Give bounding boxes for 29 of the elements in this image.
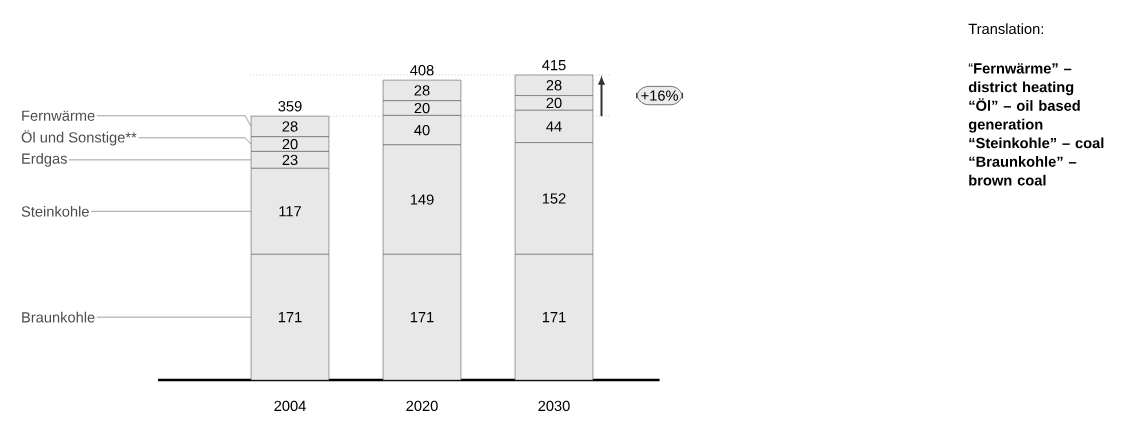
data-label: 28 [414,85,430,96]
text: Fernwärme [22,110,95,121]
data-label: 171 [542,312,566,323]
data-label: 152 [542,193,566,204]
x-tick-label: 2030 [538,400,570,412]
text: Steinkohle [21,205,89,217]
data-label: 20 [546,97,562,109]
data-label: 23 [282,154,298,166]
data-label: 20 [414,102,430,114]
data-label: 40 [414,124,430,136]
data-label: 28 [546,80,562,91]
text: +16% [641,90,679,101]
text: Translation: [968,23,1043,35]
text: Erdgas [22,153,67,167]
data-label: 117 [279,206,301,217]
text: “Fernwärme” – district heating “Öl” – oil based generation “Steinkohle” – coal “Braunkohle” – brown coal [968,63,1104,186]
data-label: 20 [282,138,298,150]
data-label: 171 [278,312,302,323]
data-label: 171 [410,312,434,323]
data-label: 149 [410,194,434,205]
x-tick-label: 2004 [274,400,306,412]
total-label: 359 [278,101,302,112]
total-label: 415 [542,60,566,71]
data-label: 28 [282,121,298,132]
data-label: 44 [546,121,562,132]
x-tick-label: 2020 [406,400,438,412]
text: Braunkohle [22,311,95,323]
total-label: 408 [410,65,434,76]
text: Öl und Sonstige** [21,130,137,146]
